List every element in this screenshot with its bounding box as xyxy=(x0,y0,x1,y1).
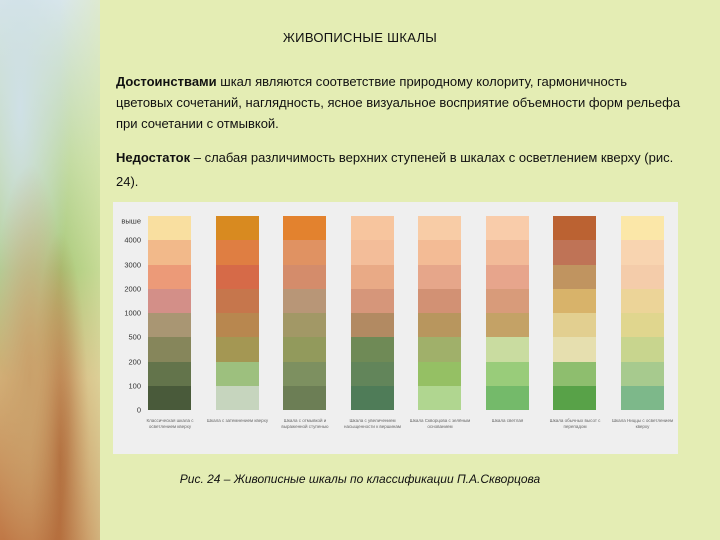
axis-label: 2000 xyxy=(124,284,141,294)
color-step-swatch xyxy=(418,313,461,338)
color-step-swatch xyxy=(350,240,394,265)
color-step-swatch xyxy=(418,288,461,313)
color-step-swatch xyxy=(418,216,461,241)
color-step-swatch xyxy=(620,288,664,313)
scale-caption: Шкала с отмывкой и выраженной ступенью xyxy=(281,418,329,429)
color-step-swatch xyxy=(283,264,326,289)
color-step-swatch xyxy=(283,385,326,410)
color-step-swatch xyxy=(215,361,259,386)
color-step-swatch xyxy=(620,216,664,241)
color-step-swatch xyxy=(350,288,394,313)
axis-label: 4000 xyxy=(124,235,141,245)
color-step-swatch xyxy=(215,216,259,241)
color-step-swatch xyxy=(350,313,394,338)
color-step-swatch xyxy=(350,361,394,386)
color-step-swatch xyxy=(553,313,596,338)
color-step-swatch xyxy=(350,216,394,241)
color-step-swatch xyxy=(620,240,664,265)
slide-title: ЖИВОПИСНЫЕ ШКАЛЫ xyxy=(282,30,438,45)
axis-label: 0 xyxy=(136,405,141,415)
color-step-swatch xyxy=(350,385,394,410)
color-scale-column xyxy=(283,216,326,410)
color-step-swatch xyxy=(148,216,191,241)
color-step-swatch xyxy=(148,313,191,338)
scale-caption: Шкала Ниццы с осветлением кверху xyxy=(611,418,674,429)
color-step-swatch xyxy=(485,313,529,338)
color-step-swatch xyxy=(418,264,461,289)
color-step-swatch xyxy=(485,385,529,410)
scale-caption: Шкала Скворцова с зелёным основанием xyxy=(409,418,471,429)
color-step-swatch xyxy=(148,337,191,362)
disadvantage-term: Недостаток xyxy=(116,150,191,165)
color-step-swatch xyxy=(553,337,596,362)
color-step-swatch xyxy=(485,288,529,313)
color-step-swatch xyxy=(148,288,191,313)
color-step-swatch xyxy=(553,385,596,410)
color-scale-column xyxy=(215,216,259,410)
color-step-swatch xyxy=(418,361,461,386)
color-step-swatch xyxy=(485,264,529,289)
color-step-swatch xyxy=(418,240,461,265)
color-step-swatch xyxy=(148,361,191,386)
color-step-swatch xyxy=(148,385,191,410)
axis-label: 500 xyxy=(128,332,141,342)
scale-caption: Шкала светлая xyxy=(491,418,524,423)
color-step-swatch xyxy=(553,240,596,265)
color-step-swatch xyxy=(620,361,664,386)
axis-label: выше xyxy=(121,216,141,226)
color-step-swatch xyxy=(148,240,191,265)
color-step-swatch xyxy=(620,264,664,289)
color-step-swatch xyxy=(283,337,326,362)
color-scales-figure: выше 4000 3000 2000 1000 500 200 100 0 Классичес… xyxy=(113,202,678,454)
figure-caption: Рис. 24 – Живописные шкалы по классифика… xyxy=(179,472,541,486)
advantages-term: Достоинствами xyxy=(116,74,217,89)
color-step-swatch xyxy=(350,337,394,362)
disadvantage-text: – слабая различимость верхних ступеней в… xyxy=(116,150,674,189)
color-step-swatch xyxy=(283,288,326,313)
color-scale-column xyxy=(485,216,529,410)
color-step-swatch xyxy=(148,264,191,289)
color-step-swatch xyxy=(553,361,596,386)
color-scale-column xyxy=(418,216,461,410)
scale-caption: Шкала обычных высот с перепадом xyxy=(549,418,601,429)
color-step-swatch xyxy=(485,361,529,386)
color-step-swatch xyxy=(418,337,461,362)
color-step-swatch xyxy=(553,216,596,241)
color-step-swatch xyxy=(553,264,596,289)
color-step-swatch xyxy=(283,313,326,338)
advantages-paragraph: Достоинствами шкал являются соответствие… xyxy=(116,71,686,134)
color-step-swatch xyxy=(215,288,259,313)
color-step-swatch xyxy=(215,337,259,362)
color-scale-column xyxy=(148,216,191,410)
scale-caption: Шкала с увеличением насыщенности к верши… xyxy=(344,418,401,429)
axis-label: 1000 xyxy=(124,308,141,318)
color-step-swatch xyxy=(418,385,461,410)
advantages-text: шкал являются соответствие природному ко… xyxy=(116,74,681,131)
disadvantage-paragraph: Недостаток – слабая различимость верхних… xyxy=(116,146,686,194)
color-step-swatch xyxy=(620,313,664,338)
scale-caption: Шкала с затемнением кверху xyxy=(206,418,269,423)
color-step-swatch xyxy=(215,264,259,289)
axis-label: 200 xyxy=(128,357,141,366)
color-step-swatch xyxy=(485,337,529,362)
scale-caption: Классическая шкала с осветлением кверху xyxy=(146,418,194,429)
color-scale-column xyxy=(553,216,596,410)
color-step-swatch xyxy=(485,216,529,241)
color-step-swatch xyxy=(215,385,259,410)
elevation-axis: выше 4000 3000 2000 1000 500 200 100 0 xyxy=(113,202,143,454)
color-step-swatch xyxy=(350,264,394,289)
color-step-swatch xyxy=(283,216,326,241)
color-step-swatch xyxy=(215,313,259,338)
axis-label: 3000 xyxy=(124,260,141,269)
color-scale-column xyxy=(350,216,394,410)
color-step-swatch xyxy=(620,385,664,410)
color-step-swatch xyxy=(620,337,664,362)
color-step-swatch xyxy=(215,240,259,265)
color-step-swatch xyxy=(283,361,326,386)
color-step-swatch xyxy=(485,240,529,265)
color-step-swatch xyxy=(553,288,596,313)
color-scale-column xyxy=(620,216,664,410)
color-step-swatch xyxy=(283,240,326,265)
axis-label: 100 xyxy=(128,381,141,391)
